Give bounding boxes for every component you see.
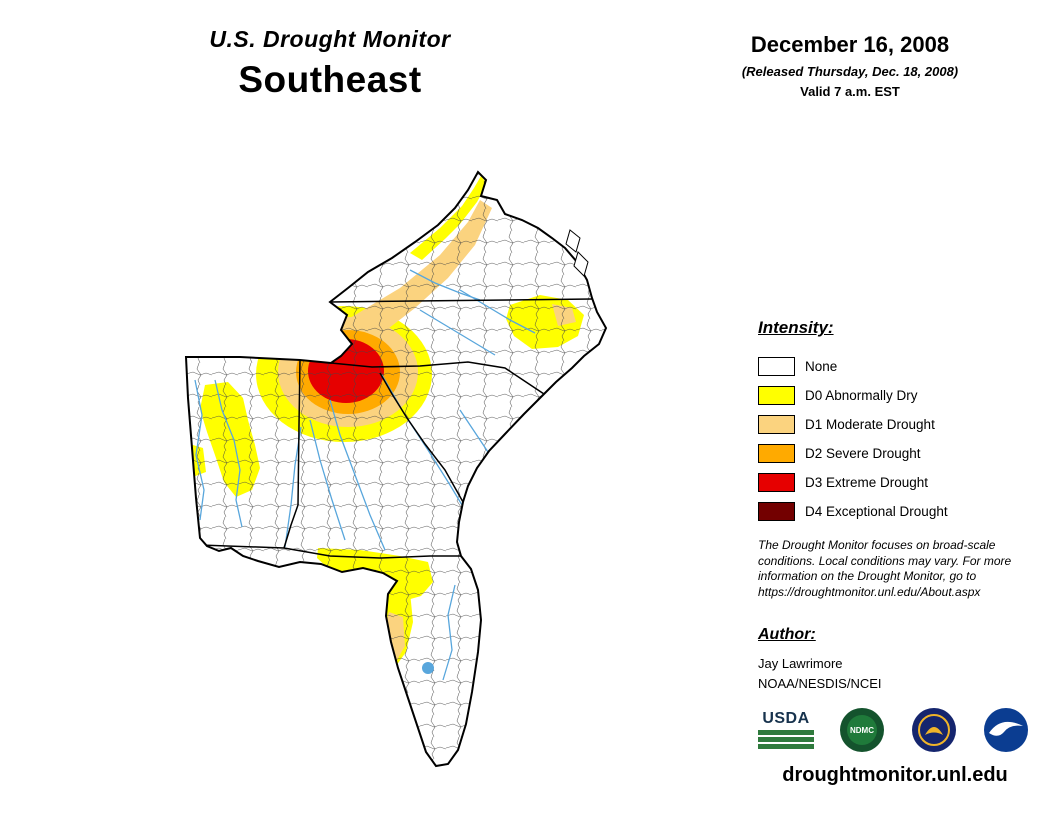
legend-heading: Intensity:: [758, 318, 834, 337]
legend-item-d4: D4 Exceptional Drought: [758, 497, 1038, 526]
region-title: Southeast: [238, 59, 422, 100]
state-borders: [199, 298, 593, 559]
swatch-d3: [758, 473, 795, 492]
header-right: December 16, 2008 (Released Thursday, De…: [700, 32, 1000, 99]
disclaimer-line: information on the Drought Monitor, go t…: [758, 569, 977, 583]
legend-label: D4 Exceptional Drought: [805, 504, 948, 519]
disclaimer-line: https://droughtmonitor.unl.edu/About.asp…: [758, 584, 981, 599]
valid-time: Valid 7 a.m. EST: [800, 84, 900, 99]
disclaimer-line: conditions. Local conditions may vary. F…: [758, 553, 1012, 568]
usda-logo: USDA: [758, 711, 814, 749]
legend-label: D2 Severe Drought: [805, 446, 921, 461]
delmarva-fragments: [565, 229, 589, 277]
noaa-logo: [984, 708, 1028, 752]
author-org: NOAA/NESDIS/NCEI: [758, 676, 882, 691]
release-date: (Released Thursday, Dec. 18, 2008): [741, 64, 959, 79]
author-name: Jay Lawrimore: [758, 656, 843, 671]
swatch-d0: [758, 386, 795, 405]
legend-label: D1 Moderate Drought: [805, 417, 935, 432]
author-block: Author: Jay Lawrimore NOAA/NESDIS/NCEI: [758, 626, 882, 694]
swatch-d4: [758, 502, 795, 521]
usda-logo-stripes: [758, 730, 814, 749]
southeast-map-svg: [184, 170, 608, 768]
swatch-none: [758, 357, 795, 376]
ndmc-logo-text: NDMC: [850, 726, 874, 735]
legend-item-none: None: [758, 352, 1038, 381]
disclaimer-line: The Drought Monitor focuses on broad-sca…: [758, 538, 996, 552]
map-date: December 16, 2008: [750, 32, 950, 57]
legend: Intensity: None D0 Abnormally Dry D1 Mod…: [758, 318, 1038, 526]
usda-logo-text: USDA: [762, 710, 810, 727]
legend-item-d0: D0 Abnormally Dry: [758, 381, 1038, 410]
logo-row: USDA NDMC: [758, 706, 1030, 754]
footer-url: droughtmonitor.unl.edu: [782, 764, 1008, 786]
legend-label: None: [805, 359, 838, 374]
legend-label: D0 Abnormally Dry: [805, 388, 918, 403]
region-outline: [184, 170, 608, 768]
florida-lake: [422, 662, 434, 674]
legend-item-d1: D1 Moderate Drought: [758, 410, 1038, 439]
doc-seal-logo: [912, 708, 956, 752]
page-title: U.S. Drought Monitor: [209, 26, 451, 52]
disclaimer: The Drought Monitor focuses on broad-sca…: [758, 538, 1048, 600]
legend-item-d3: D3 Extreme Drought: [758, 468, 1038, 497]
ndmc-logo: NDMC: [840, 708, 884, 752]
legend-item-d2: D2 Severe Drought: [758, 439, 1038, 468]
drought-map: [160, 165, 650, 785]
legend-label: D3 Extreme Drought: [805, 475, 929, 490]
header-left: U.S. Drought Monitor Southeast: [150, 26, 510, 101]
swatch-d1: [758, 415, 795, 434]
author-heading: Author:: [758, 626, 816, 643]
swatch-d2: [758, 444, 795, 463]
